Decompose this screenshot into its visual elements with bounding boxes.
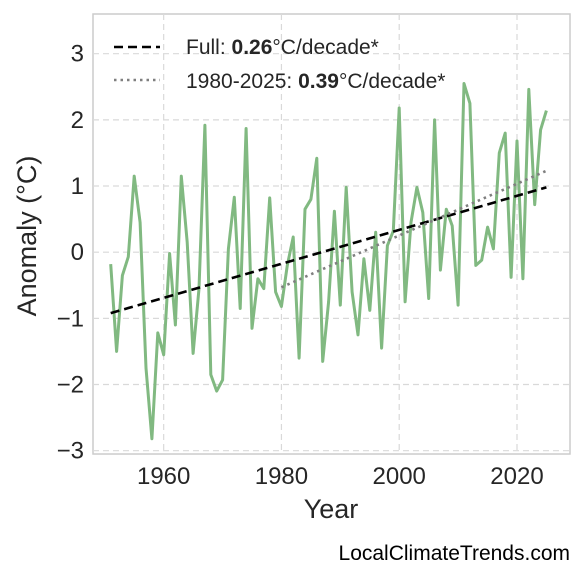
x-tick-label: 2020 [490,463,543,490]
anomaly-series-line [109,82,548,441]
y-axis-ticks: 3 2 1 0 −1 −2 −3 [57,41,84,465]
y-tick-label: 2 [71,107,84,134]
legend-recent-unit: °C/decade* [339,70,445,93]
x-tick-label: 1960 [137,463,190,490]
y-tick-label: −3 [57,438,84,465]
x-axis-ticks: 1960 1980 2000 2020 [137,463,544,490]
legend-full-rate: 0.26 [232,36,273,59]
legend: Full: 0.26°C/decade* 1980-2025: 0.39°C/d… [114,36,445,93]
y-tick-label: 1 [71,173,84,200]
grid [93,14,570,454]
legend-recent-name: 1980-2025: [186,70,298,93]
legend-recent-rate: 0.39 [298,70,339,93]
source-credit: LocalClimateTrends.com [339,542,570,565]
legend-full-unit: °C/decade* [272,36,378,59]
series-layer [109,82,548,441]
legend-full-name: Full: [186,36,232,59]
legend-recent-label: 1980-2025: 0.39°C/decade* [186,70,445,93]
y-tick-label: −2 [57,372,84,399]
recent-trend-line [280,169,547,289]
y-tick-label: 0 [71,239,84,266]
y-tick-label: 3 [71,41,84,68]
legend-full-label: Full: 0.26°C/decade* [186,36,379,59]
x-axis-label: Year [304,494,359,524]
y-tick-label: −1 [57,305,84,332]
y-axis-label: Anomaly (°C) [12,156,42,317]
x-tick-label: 2000 [373,463,426,490]
x-tick-label: 1980 [255,463,308,490]
full-trend-line [110,186,547,315]
